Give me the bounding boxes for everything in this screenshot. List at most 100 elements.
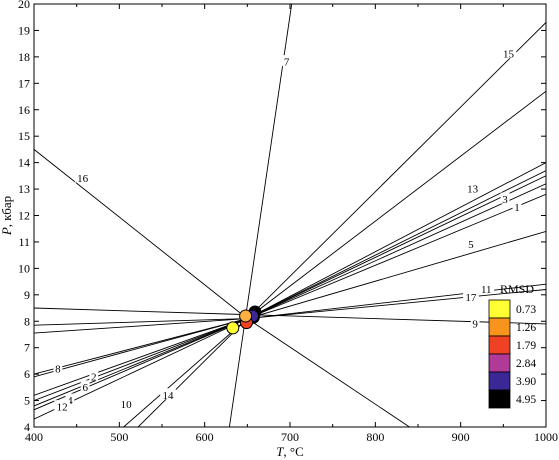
- line-label-background: [512, 200, 522, 212]
- line-label-4: 4: [67, 395, 73, 407]
- line-label-14: 14: [162, 390, 174, 402]
- y-tick-label: 15: [18, 129, 30, 143]
- line-label-1: 1: [514, 202, 520, 214]
- legend-label-4.95: 4.95: [516, 394, 536, 406]
- y-axis-unit: , кбар: [0, 196, 14, 227]
- y-tick-label: 17: [18, 76, 30, 90]
- legend-swatch-0.73: [488, 299, 511, 319]
- y-tick-label: 10: [18, 261, 30, 275]
- reaction-line-6: [34, 318, 248, 402]
- x-tick-label: 600: [196, 430, 214, 444]
- x-axis-variable: T: [276, 444, 284, 459]
- line-label-background: [470, 316, 480, 328]
- data-point-group: [226, 305, 262, 335]
- line-label-17: 17: [465, 292, 477, 304]
- y-tick-label: 4: [24, 420, 30, 434]
- reaction-line-unlabeled-3: [247, 162, 546, 319]
- data-point-rmsd-0.73: [226, 321, 240, 335]
- legend-swatch-1.79: [488, 335, 511, 355]
- reaction-line-7: [228, 4, 293, 427]
- reaction-line-14: [137, 318, 248, 427]
- data-point-rmsd-1.26: [239, 309, 253, 323]
- reaction-line-3: [247, 183, 546, 320]
- reaction-line-4: [34, 318, 248, 407]
- line-label-11: 11: [481, 284, 492, 296]
- reaction-line-unlabeled-14: [34, 318, 248, 334]
- reaction-line-10: [123, 318, 248, 427]
- line-label-background: [74, 171, 91, 183]
- legend-label-1.26: 1.26: [516, 322, 536, 334]
- line-label-15: 15: [503, 49, 515, 61]
- legend-label-0.73: 0.73: [516, 304, 536, 316]
- line-label-background: [464, 182, 481, 194]
- x-tick-label: 700: [281, 430, 299, 444]
- line-label-16: 16: [77, 173, 89, 185]
- legend: RMSD 0.73 1.26 1.79 2.84 3.90 4.95: [488, 282, 536, 409]
- line-label-7: 7: [284, 57, 290, 69]
- y-axis-title: P, кбар: [0, 196, 14, 236]
- line-label-background: [478, 282, 495, 294]
- line-label-background: [500, 192, 510, 204]
- axis-ticks-group: 400 500 600 700 800 900 1000456789101112131415…: [18, 0, 558, 444]
- x-tick-label: 800: [366, 430, 384, 444]
- legend-title: RMSD: [500, 282, 534, 296]
- x-tick-label: 400: [25, 430, 43, 444]
- reaction-line-2: [34, 318, 248, 396]
- reaction-line-unlabeled-5: [247, 175, 546, 320]
- legend-swatch-4.95: [488, 389, 511, 409]
- line-label-10: 10: [121, 399, 133, 411]
- line-label-12: 12: [57, 402, 68, 414]
- legend-label-1.79: 1.79: [516, 340, 536, 352]
- line-label-background: [89, 369, 99, 381]
- y-tick-label: 7: [24, 341, 30, 355]
- reaction-line-unlabeled-13: [34, 318, 248, 326]
- y-tick-label: 14: [18, 156, 30, 170]
- line-label-2: 2: [91, 371, 97, 383]
- y-tick-label: 18: [18, 50, 30, 64]
- line-label-5: 5: [468, 239, 474, 251]
- line-label-background: [65, 393, 75, 405]
- reaction-line-9: [34, 307, 546, 325]
- line-label-6: 6: [82, 382, 88, 394]
- line-label-background: [463, 290, 479, 302]
- x-axis-title: T, °C: [276, 444, 304, 459]
- y-tick-label: 13: [18, 182, 30, 196]
- y-tick-label: 19: [18, 23, 30, 37]
- plot-frame: [33, 3, 547, 428]
- reaction-line-1: [247, 193, 546, 320]
- x-tick-label: 900: [452, 430, 470, 444]
- reaction-line-unlabeled-16: [34, 318, 248, 378]
- y-tick-label: 12: [18, 209, 30, 223]
- y-tick-label: 8: [24, 314, 30, 328]
- line-label-background: [160, 388, 176, 400]
- y-tick-label: 9: [24, 288, 30, 302]
- y-axis-variable: P: [0, 227, 14, 236]
- line-label-13: 13: [467, 184, 479, 196]
- line-label-group: 7151331511179168264121014: [53, 47, 522, 414]
- x-tick-label: 1000: [534, 430, 558, 444]
- y-tick-label: 16: [18, 103, 30, 117]
- legend-swatch-2.84: [488, 353, 511, 373]
- x-tick-label: 500: [110, 430, 128, 444]
- line-label-background: [500, 47, 517, 59]
- legend-label-2.84: 2.84: [516, 358, 536, 370]
- reaction-line-11: [247, 283, 546, 320]
- reaction-line-17: [247, 289, 546, 320]
- y-tick-label: 5: [24, 394, 30, 408]
- reaction-line-15: [246, 22, 546, 319]
- y-tick-label: 6: [24, 367, 30, 381]
- line-label-9: 9: [472, 318, 478, 330]
- line-label-background: [54, 400, 70, 412]
- line-series-group: [34, 4, 546, 427]
- reaction-line-5: [247, 230, 546, 320]
- reaction-line-13: [247, 170, 546, 320]
- reaction-line-unlabeled-2: [247, 90, 546, 319]
- legend-swatch-3.90: [488, 371, 511, 391]
- line-label-background: [282, 55, 291, 67]
- line-label-background: [118, 397, 134, 409]
- legend-swatch-1.26: [488, 317, 511, 337]
- line-label-8: 8: [55, 363, 61, 375]
- y-tick-label: 20: [18, 0, 30, 11]
- line-label-background: [80, 380, 90, 392]
